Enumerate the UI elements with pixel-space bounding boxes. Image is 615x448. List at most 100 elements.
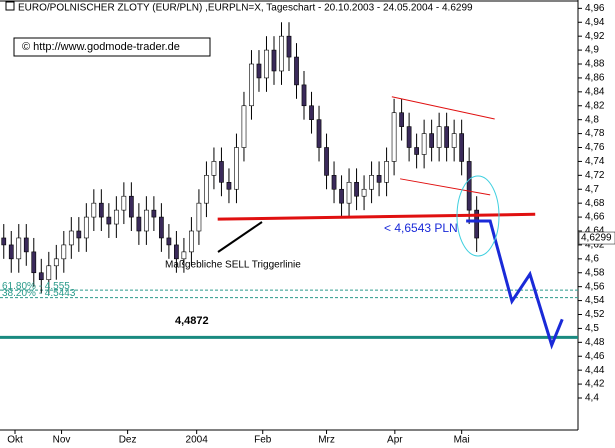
y-tick-label: 4,86 — [585, 73, 605, 84]
candle-body — [294, 56, 299, 86]
candle-body — [121, 195, 127, 211]
candle-body — [91, 202, 97, 218]
candle-body — [324, 147, 329, 176]
y-tick-label: 4,88 — [585, 59, 605, 70]
candle-body — [369, 175, 374, 190]
candle-body — [8, 244, 14, 260]
x-tick-label: Okt — [7, 435, 23, 446]
y-tick-label: 4,56 — [585, 281, 605, 292]
y-tick-label: 4,6 — [585, 253, 599, 264]
candle-body — [406, 126, 412, 148]
y-tick-label: 4,7 — [585, 184, 599, 195]
y-tick-label: 4,48 — [585, 337, 605, 348]
candle-body — [128, 195, 134, 218]
y-tick-label: 4,82 — [585, 100, 605, 111]
candle-body — [211, 161, 217, 176]
candle-body — [414, 147, 419, 155]
chart-title: EURO/POLNISCHER ZLOTY (EUR/PLN) ,EURPLN=… — [18, 3, 473, 14]
source: © http://www.godmode-trader.de — [22, 41, 180, 53]
plot-area — [0, 22, 578, 350]
candle-body — [264, 49, 269, 79]
candle-body — [391, 112, 397, 162]
candle-body — [136, 216, 142, 232]
candle-body — [159, 216, 164, 239]
candle-body — [53, 258, 59, 267]
candle-body — [399, 112, 404, 127]
x-tick-label: 2004 — [186, 435, 209, 446]
candle-body — [38, 272, 44, 281]
candle-body — [226, 181, 232, 190]
candle-body — [113, 209, 119, 225]
trigger-price: < 4,6543 PLN — [384, 221, 458, 235]
trend-line — [391, 96, 495, 120]
level-label: 4,4872 — [175, 315, 209, 327]
candle-body — [144, 209, 149, 232]
y-tick-label: 4,78 — [585, 128, 605, 139]
candle-body — [151, 209, 157, 218]
candle-body — [444, 126, 450, 148]
y-tick-label: 4,8 — [585, 114, 599, 125]
last-price-box — [578, 231, 615, 245]
candle-body — [466, 161, 472, 211]
candle-body — [249, 63, 254, 107]
y-tick-label: 4,4 — [585, 393, 599, 404]
candle-body — [106, 216, 112, 225]
title-icon — [5, 1, 15, 11]
candle-body — [76, 230, 82, 239]
candle-body — [98, 202, 104, 218]
candle-body — [61, 244, 67, 260]
y-tick-label: 4,54 — [585, 295, 605, 306]
x-tick-label: Nov — [53, 435, 71, 446]
y-tick-label: 4,9 — [585, 45, 599, 56]
x-tick-label: Feb — [254, 435, 272, 446]
candle-body — [23, 237, 29, 253]
x-tick-label: Dez — [119, 435, 137, 446]
candle-body — [174, 244, 179, 260]
candle-body — [68, 230, 74, 246]
y-tick-label: 4,58 — [585, 267, 605, 278]
candle-body — [331, 175, 337, 190]
candle-body — [166, 237, 172, 246]
y-tick-label: 4,66 — [585, 212, 605, 223]
y-tick-label: 4,44 — [585, 365, 605, 376]
y-tick-label: 4,94 — [585, 17, 605, 28]
candle-body — [459, 133, 465, 162]
candle-body — [189, 230, 194, 253]
x-tick-label: Mai — [454, 435, 470, 446]
level-label: 38.20% - 4.5443 — [2, 288, 76, 299]
trigger-note: Maßgebliche SELL Triggerlinie — [165, 260, 301, 271]
y-tick-label: 4,64 — [585, 226, 605, 237]
trend-line — [400, 178, 491, 196]
candle-body — [219, 161, 224, 183]
y-tick-label: 4,74 — [585, 156, 605, 167]
x-tick-label: Apr — [387, 435, 403, 446]
candle-body — [204, 175, 209, 204]
source-box — [13, 37, 211, 57]
level-label: 61.80% - 4.555 — [2, 281, 70, 292]
candle-body — [384, 161, 389, 183]
candle-body — [234, 147, 239, 190]
y-tick-label: 4,5 — [585, 323, 599, 334]
candle-body — [181, 251, 187, 260]
y-tick-label: 4,84 — [585, 86, 605, 97]
y-tick-label: 4,62 — [585, 240, 605, 251]
y-tick-label: 4,68 — [585, 198, 605, 209]
x-tick-label: Mrz — [318, 435, 335, 446]
candle-body — [31, 251, 37, 274]
candle-body — [196, 202, 202, 232]
candle-body — [354, 181, 359, 197]
candle-body — [309, 105, 314, 120]
pointer-line — [217, 221, 263, 253]
candle-body — [46, 265, 52, 281]
candle-body — [241, 105, 247, 148]
candle-body — [346, 181, 352, 204]
candle-body — [316, 119, 322, 148]
candle-body — [16, 237, 22, 260]
y-tick-label: 4,92 — [585, 31, 605, 42]
candle-body — [421, 133, 427, 155]
candle-body — [376, 175, 382, 183]
candle-body — [436, 126, 442, 148]
y-tick-label: 4,42 — [585, 379, 605, 390]
